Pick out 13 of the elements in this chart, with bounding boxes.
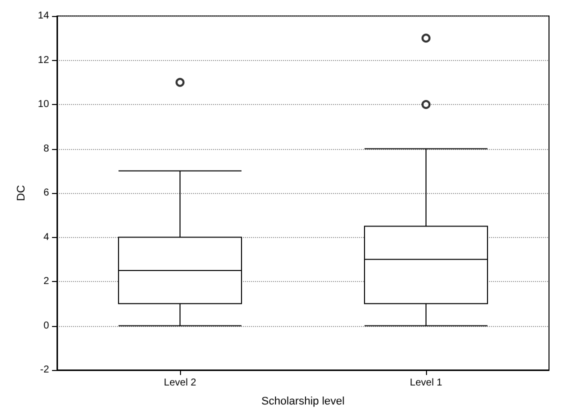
y-tick-label: 12 (38, 54, 50, 66)
x-tick-label: Level 1 (410, 378, 443, 388)
y-axis-title: DC (16, 185, 28, 201)
y-tick-label: 4 (43, 232, 50, 243)
y-tick-label: -2 (40, 364, 50, 376)
y-tick-label: 6 (43, 188, 50, 198)
y-tick-label: 14 (38, 10, 50, 22)
x-axis-title: Scholarship level (261, 396, 345, 408)
y-tick-label: 8 (43, 143, 50, 154)
x-tick-label: Level 2 (164, 378, 197, 388)
y-tick-label: 0 (43, 320, 50, 332)
y-tick-label: 10 (38, 99, 50, 110)
y-tick-label: 2 (43, 276, 50, 287)
